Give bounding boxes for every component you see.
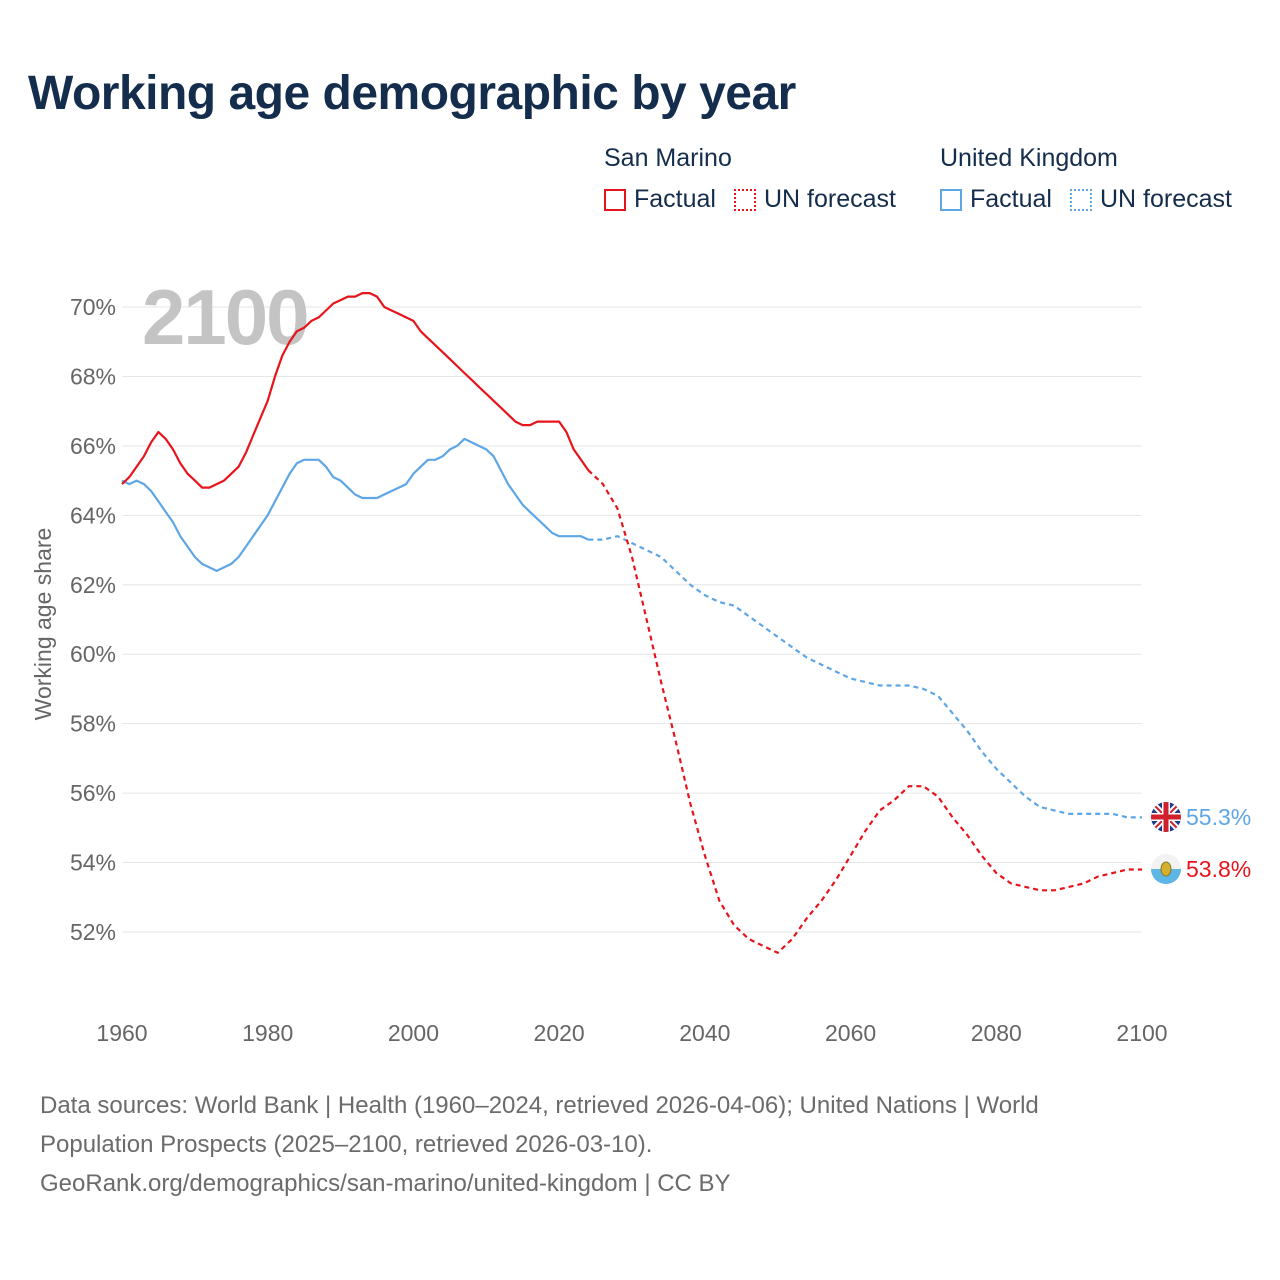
x-tick-label: 1960: [96, 1020, 147, 1046]
y-tick-label: 68%: [70, 363, 116, 389]
united-kingdom-flag-icon: [1151, 802, 1181, 832]
y-tick-label: 54%: [70, 850, 116, 876]
legend-factual-item[interactable]: Factual: [604, 185, 716, 214]
y-tick-label: 66%: [70, 433, 116, 459]
legend-forecast-label: UN forecast: [763, 185, 896, 213]
x-tick-label: 2100: [1116, 1020, 1167, 1046]
united-kingdom-factual-line: [121, 437, 589, 572]
legend-country-name: San Marino: [604, 144, 732, 172]
legend-united-kingdom: United Kingdom Factual UN forecast: [940, 144, 1250, 214]
x-tick-label: 2020: [534, 1020, 585, 1046]
y-tick-label: 70%: [70, 294, 116, 320]
y-tick-label: 62%: [70, 572, 116, 598]
x-tick-label: 2060: [825, 1020, 876, 1046]
data-sources: Data sources: World Bank | Health (1960–…: [40, 1086, 1240, 1203]
legend-country-name: United Kingdom: [940, 144, 1118, 172]
legend-forecast-swatch: [733, 188, 756, 211]
y-axis-label: Working age share: [30, 528, 56, 721]
x-tick-label: 2000: [388, 1020, 439, 1046]
san-marino-factual-line: [121, 292, 590, 489]
legend-factual-item[interactable]: Factual: [940, 185, 1052, 214]
san-marino-end-label: 53.8%: [1186, 856, 1251, 882]
x-tick-label: 2080: [971, 1020, 1022, 1046]
y-tick-label: 58%: [70, 711, 116, 737]
y-tick-label: 52%: [70, 919, 116, 945]
legend-forecast-label: UN forecast: [1099, 185, 1232, 213]
x-tick-label: 2040: [679, 1020, 730, 1046]
page-title: Working age demographic by year: [28, 67, 796, 120]
year-watermark: 2100: [142, 273, 308, 361]
united-kingdom-forecast-line: [588, 535, 1142, 819]
legend-factual-swatch: [604, 188, 626, 211]
x-tick-label: 1980: [242, 1020, 293, 1046]
y-tick-label: 64%: [70, 502, 116, 528]
legend-san-marino: San Marino Factual UN forecast: [604, 144, 914, 214]
united-kingdom-end-label: 55.3%: [1186, 804, 1251, 830]
legend-forecast-item[interactable]: UN forecast: [1069, 185, 1232, 214]
legend-forecast-item[interactable]: UN forecast: [733, 185, 896, 214]
sources-line: Population Prospects (2025–2100, retriev…: [40, 1131, 653, 1158]
legend-factual-swatch: [940, 188, 962, 211]
sources-line[interactable]: Data sources: World Bank | Health (1960–…: [40, 1092, 1039, 1119]
legend-factual-label: Factual: [634, 185, 716, 213]
legend-factual-label: Factual: [970, 185, 1052, 213]
y-tick-label: 60%: [70, 641, 116, 667]
sources-line[interactable]: GeoRank.org/demographics/san-marino/unit…: [40, 1170, 731, 1197]
san-marino-forecast-line: [587, 469, 1142, 955]
san-marino-flag-icon: [1151, 854, 1181, 884]
legend-forecast-swatch: [1069, 188, 1092, 211]
y-tick-label: 56%: [70, 780, 116, 806]
